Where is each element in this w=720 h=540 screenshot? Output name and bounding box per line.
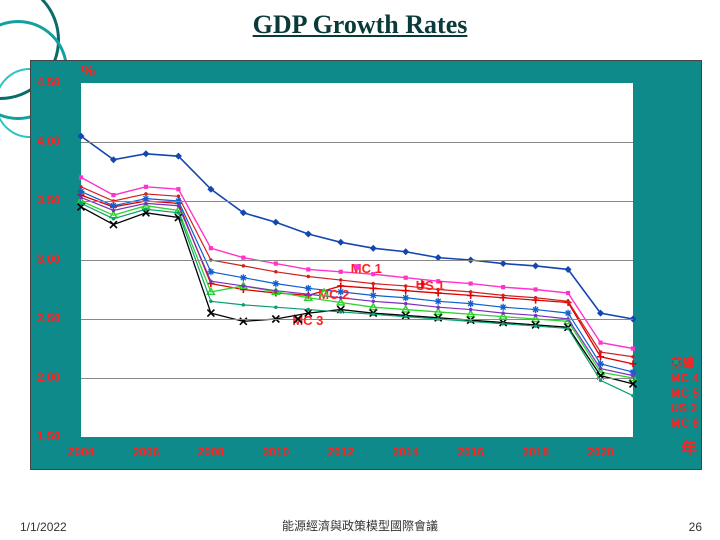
legend: 基線MC 4MC 5US 2MC 6 (670, 356, 699, 431)
footer-date: 1/1/2022 (20, 520, 67, 534)
y-tick-label: 1.50 (37, 429, 60, 443)
footer-caption: 能源經濟與政策模型國際會議 (282, 517, 438, 534)
y-tick-label: 2.00 (37, 370, 60, 384)
series-label: MC 3 (292, 313, 323, 328)
y-tick-label: 3.50 (37, 193, 60, 207)
page-title: GDP Growth Rates (0, 10, 720, 40)
x-tick-label: 2020 (587, 445, 614, 459)
x-tick-label: 2012 (327, 445, 354, 459)
chart-panel: % MC 1 MC 2 MC 3 US 1 年 基線MC 4MC 5US 2MC… (30, 60, 702, 470)
x-axis-title: 年 (681, 435, 697, 459)
x-tick-label: 2014 (392, 445, 419, 459)
series-label: MC 2 (318, 287, 349, 302)
x-tick-label: 2010 (262, 445, 289, 459)
x-tick-label: 2018 (522, 445, 549, 459)
y-axis-title: % (81, 63, 95, 81)
x-tick-label: 2004 (68, 445, 95, 459)
y-tick-label: 4.00 (37, 134, 60, 148)
footer-page: 26 (689, 520, 702, 534)
y-tick-label: 3.00 (37, 252, 60, 266)
series-label: US 1 (416, 278, 445, 293)
x-tick-label: 2006 (133, 445, 160, 459)
x-tick-label: 2008 (198, 445, 225, 459)
legend-item: MC 6 (670, 416, 699, 431)
x-tick-label: 2016 (457, 445, 484, 459)
plot-area: MC 1 MC 2 MC 3 US 1 (81, 83, 633, 437)
y-tick-label: 2.50 (37, 311, 60, 325)
series-label: MC 1 (351, 261, 382, 276)
y-tick-label: 4.50 (37, 75, 60, 89)
